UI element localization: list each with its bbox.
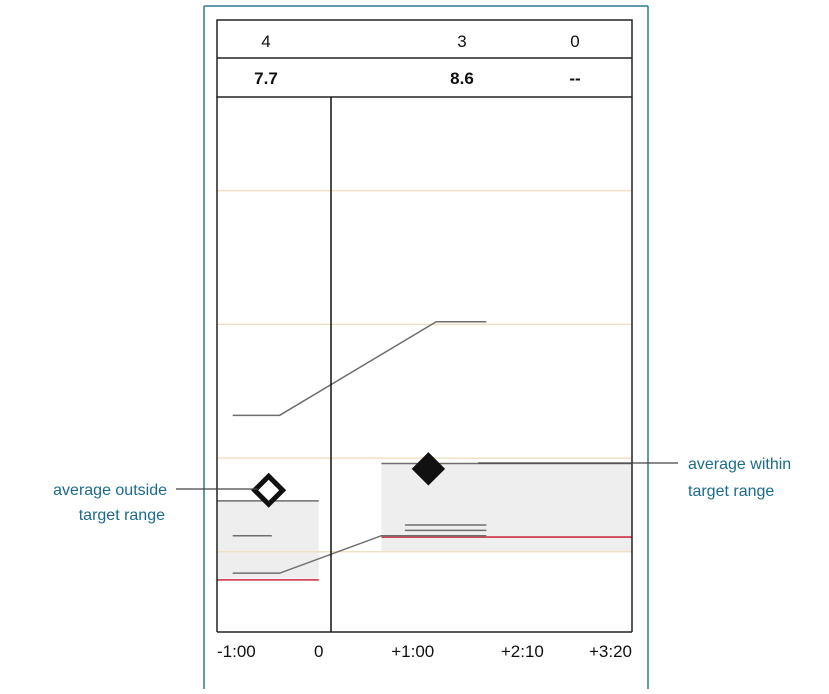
header-average: 8.6 (450, 69, 474, 88)
header-count: 4 (261, 32, 270, 51)
x-tick-labels: -1:00 0 +1:00 +2:10 +3:20 (217, 642, 632, 661)
x-tick-label: +2:10 (501, 642, 544, 661)
annotation-left-line-1: average outside (53, 482, 167, 499)
header-average: -- (569, 69, 580, 88)
header-counts: 4 3 0 (261, 32, 579, 51)
marker-average-within (411, 452, 446, 486)
annotation-right-line-1: average within (688, 456, 791, 473)
x-tick-label: 0 (314, 642, 323, 661)
target-range-band (381, 463, 632, 552)
plot-area (217, 189, 632, 581)
range-line-upper (232, 320, 487, 417)
marker-average-outside (251, 472, 287, 508)
markers (251, 452, 446, 508)
annotation-right-line-2: target range (688, 483, 774, 500)
range-line-lower (232, 534, 487, 574)
header-average: 7.7 (254, 69, 278, 88)
x-tick-label: -1:00 (217, 642, 256, 661)
header-averages: 7.7 8.6 -- (254, 69, 580, 88)
x-tick-label: +3:20 (589, 642, 632, 661)
annotation-left-line-2: target range (79, 507, 165, 524)
header-count: 3 (457, 32, 466, 51)
lower-limit-lines (217, 536, 632, 581)
header-count: 0 (570, 32, 579, 51)
target-range-band (217, 500, 319, 579)
x-tick-label: +1:00 (391, 642, 434, 661)
